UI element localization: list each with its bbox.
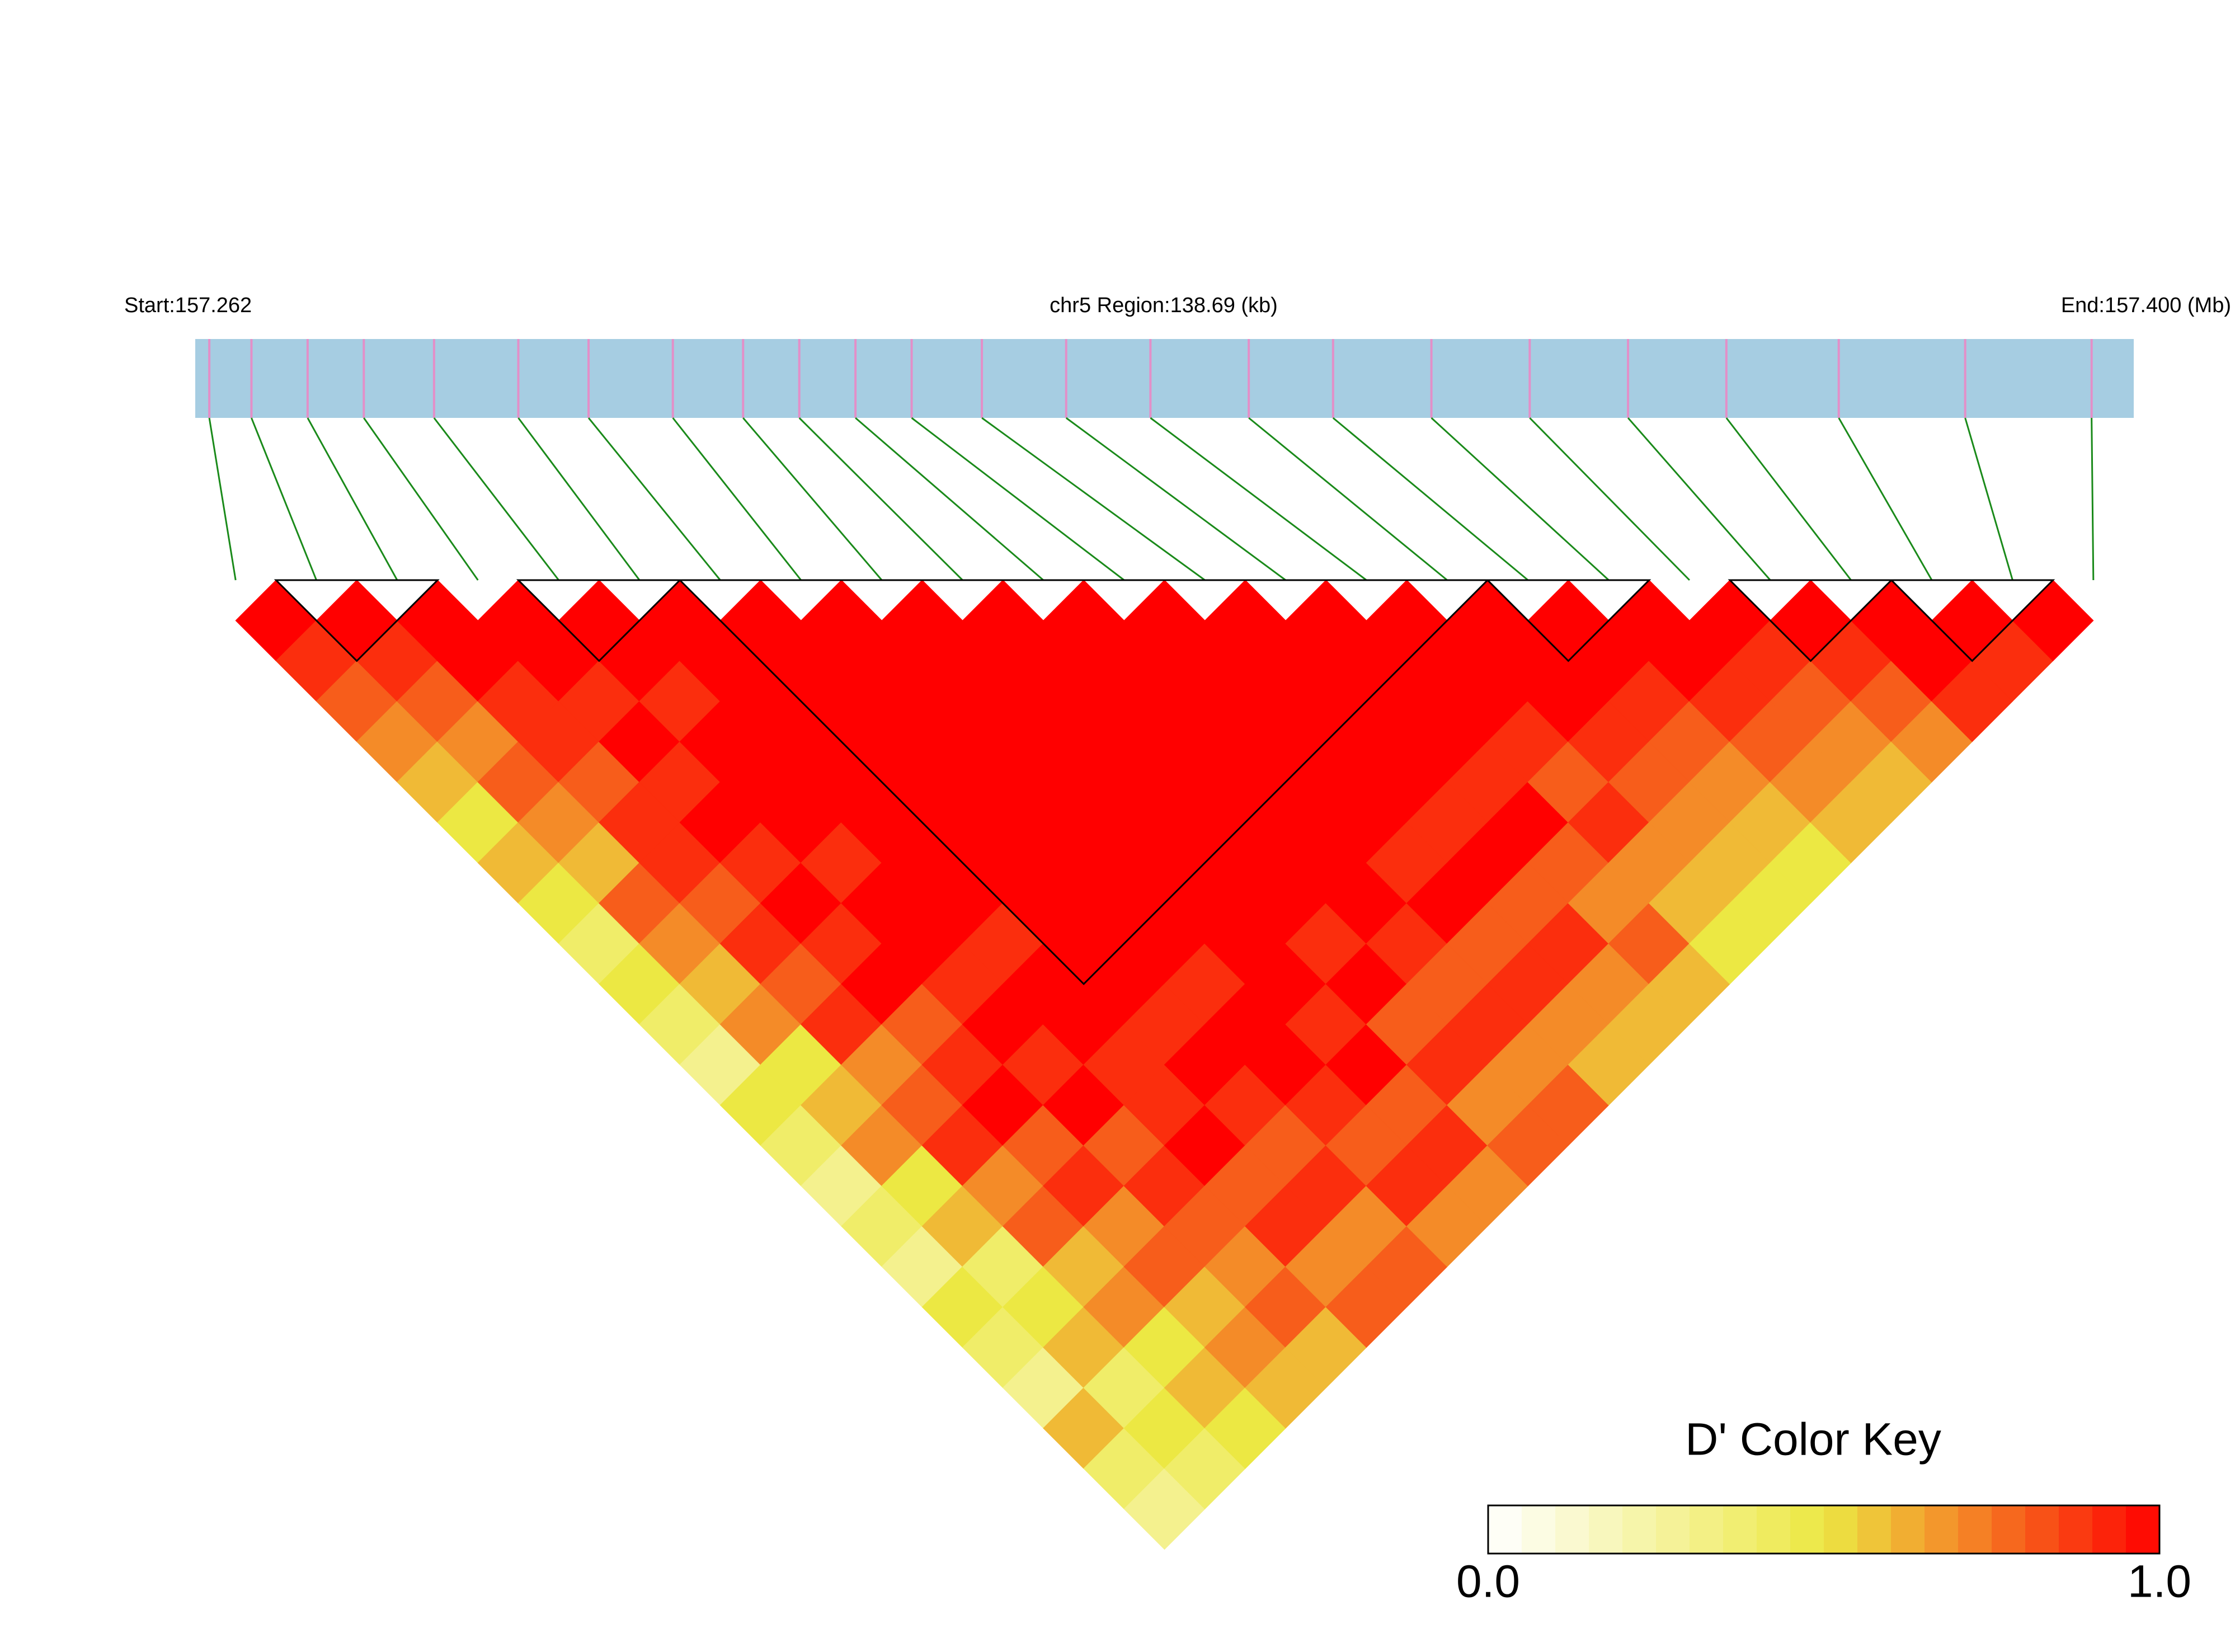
snp-connector: [433, 417, 559, 581]
color-key-swatch: [1958, 1505, 1992, 1554]
color-key-swatch: [2059, 1505, 2093, 1554]
snp-connector: [251, 417, 317, 581]
snp-connector: [1150, 417, 1367, 581]
color-key-swatch: [1622, 1505, 1657, 1554]
color-key-swatch: [1723, 1505, 1757, 1554]
ld-block: [677, 579, 1490, 985]
snp-connector: [855, 417, 1044, 581]
color-key-swatch: [1690, 1505, 1724, 1554]
legend-title: D' Color Key: [1685, 1414, 1941, 1465]
gene-track: [195, 339, 2134, 418]
snp-connector: [1431, 417, 1610, 581]
snp-connector: [1838, 417, 1933, 581]
snp-connector: [307, 417, 398, 581]
color-key-tick-label: 1.0: [2128, 1556, 2191, 1607]
snp-connector: [1964, 417, 2013, 581]
color-key-swatch: [1589, 1505, 1623, 1554]
color-key-swatch: [1857, 1505, 1891, 1554]
color-key-swatch: [1824, 1505, 1858, 1554]
color-key-swatch: [1522, 1505, 1556, 1554]
snp-connector: [1248, 417, 1448, 581]
color-key-swatch: [1925, 1505, 1959, 1554]
snp-connector: [798, 417, 963, 581]
color-key-swatch: [2092, 1505, 2126, 1554]
color-key-swatch: [1488, 1505, 1522, 1554]
color-key-swatch: [1555, 1505, 1589, 1554]
snp-connector: [1065, 417, 1286, 581]
snp-connector: [1627, 417, 1771, 581]
color-key-swatch: [2126, 1505, 2160, 1554]
snp-connector: [911, 417, 1125, 581]
snp-connector: [981, 417, 1206, 581]
snp-connector: [2091, 417, 2095, 581]
snp-connector: [672, 417, 802, 581]
snp-connector: [1529, 417, 1691, 581]
snp-connector: [587, 417, 721, 581]
snp-connector: [742, 417, 883, 581]
ld-block: [1728, 579, 1894, 662]
snp-connector: [1332, 417, 1529, 581]
region-label: chr5 Region:138.69 (kb): [1050, 294, 1278, 317]
ld-block: [516, 579, 682, 662]
snp-connector: [363, 417, 479, 581]
start-label: Start:157.262: [124, 294, 252, 317]
color-key-swatch: [1656, 1505, 1690, 1554]
color-key-tick-label: 0.0: [1456, 1556, 1520, 1607]
color-key-swatch: [1891, 1505, 1925, 1554]
color-key-swatch: [1992, 1505, 2026, 1554]
end-label: End:157.400 (Mb): [2061, 294, 2231, 317]
ld-block: [1485, 579, 1651, 662]
snp-connector: [517, 417, 641, 581]
snp-connector: [208, 417, 237, 581]
color-key-border: [1487, 1504, 2161, 1555]
snp-connector: [1725, 417, 1852, 581]
color-key-swatch: [1790, 1505, 1824, 1554]
ld-block: [1889, 579, 2055, 662]
color-key-swatch: [2025, 1505, 2059, 1554]
ld-block: [274, 579, 440, 662]
color-key-swatch: [1757, 1505, 1791, 1554]
